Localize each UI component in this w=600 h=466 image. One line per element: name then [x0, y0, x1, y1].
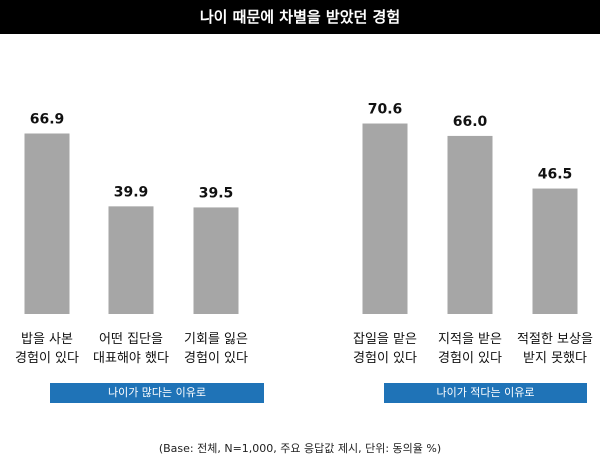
bar-buying-meals [24, 133, 70, 314]
value-label-lost-opportunity: 39.5 [199, 185, 234, 201]
category-label-unfair-compensation-line2: 받지 못했다 [523, 350, 587, 366]
category-label-criticism-line2: 경험이 있다 [438, 351, 502, 366]
value-label-representing-group: 39.9 [114, 184, 149, 200]
value-label-unfair-compensation: 46.5 [538, 167, 573, 183]
group-label-younger: 나이가 적다는 이유로 [384, 383, 587, 403]
category-label-buying-meals-line1: 밥을 사본 [21, 332, 73, 347]
category-label-chores-line1: 잡일을 맡은 [353, 332, 417, 347]
bar-chores [362, 123, 408, 315]
bar-lost-opportunity [193, 207, 239, 314]
category-label-representing-group-line2: 대표해야 했다 [93, 350, 169, 366]
category-label-criticism-line1: 지적을 받은 [438, 332, 502, 347]
bar-representing-group [108, 206, 154, 314]
category-label-lost-opportunity-line1: 기회를 잃은 [184, 332, 248, 347]
category-label-lost-opportunity-line2: 경험이 있다 [184, 351, 248, 366]
category-label-buying-meals-line2: 경험이 있다 [15, 351, 79, 366]
value-label-buying-meals: 66.9 [30, 112, 65, 128]
value-label-chores: 70.6 [368, 102, 403, 118]
value-label-criticism: 66.0 [453, 114, 488, 130]
bar-criticism [447, 135, 493, 314]
chart-title: 나이 때문에 차별을 받았던 경험 [0, 0, 600, 34]
category-label-chores-line2: 경험이 있다 [353, 351, 417, 366]
bar-unfair-compensation [532, 188, 578, 314]
category-label-unfair-compensation-line1: 적절한 보상을 [517, 332, 593, 347]
footnote: (Base: 전체, N=1,000, 주요 응답값 제시, 단위: 동의율 %… [158, 442, 442, 455]
category-label-representing-group-line1: 어떤 집단을 [99, 332, 163, 347]
group-label-older: 나이가 많다는 이유로 [50, 383, 264, 403]
